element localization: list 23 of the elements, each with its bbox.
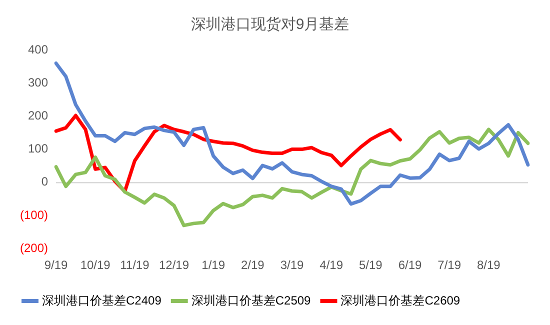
y-tick-label: 0 <box>41 174 48 189</box>
y-tick-label: 400 <box>28 42 48 56</box>
x-tick-label: 2/19 <box>240 258 265 272</box>
chart-title: 深圳港口现货对9月基差 <box>190 16 350 34</box>
x-tick-label: 5/19 <box>358 258 383 272</box>
x-tick-label: 4/19 <box>320 258 344 272</box>
y-tick-label: 100 <box>28 142 48 156</box>
legend-label: 深圳港口价基差C2609 <box>340 293 460 308</box>
y-tick-label: (200) <box>20 240 48 255</box>
y-tick-label: 300 <box>28 75 48 90</box>
x-tick-label: 12/19 <box>158 258 190 272</box>
x-tick-label: 8/19 <box>476 258 501 272</box>
y-tick-label: (100) <box>20 208 48 222</box>
x-tick-label: 3/19 <box>280 258 304 272</box>
y-tick-label: 200 <box>28 108 48 123</box>
legend-label: 深圳港口价基差C2509 <box>191 293 312 308</box>
x-tick-label: 1/19 <box>202 258 226 272</box>
legend-label: 深圳港口价基差C2409 <box>42 293 162 308</box>
x-tick-label: 6/19 <box>398 258 422 272</box>
x-tick-label: 11/19 <box>120 258 150 272</box>
x-tick-label: 10/19 <box>80 258 111 272</box>
x-tick-label: 7/19 <box>438 258 462 272</box>
x-tick-label: 9/19 <box>44 258 68 272</box>
